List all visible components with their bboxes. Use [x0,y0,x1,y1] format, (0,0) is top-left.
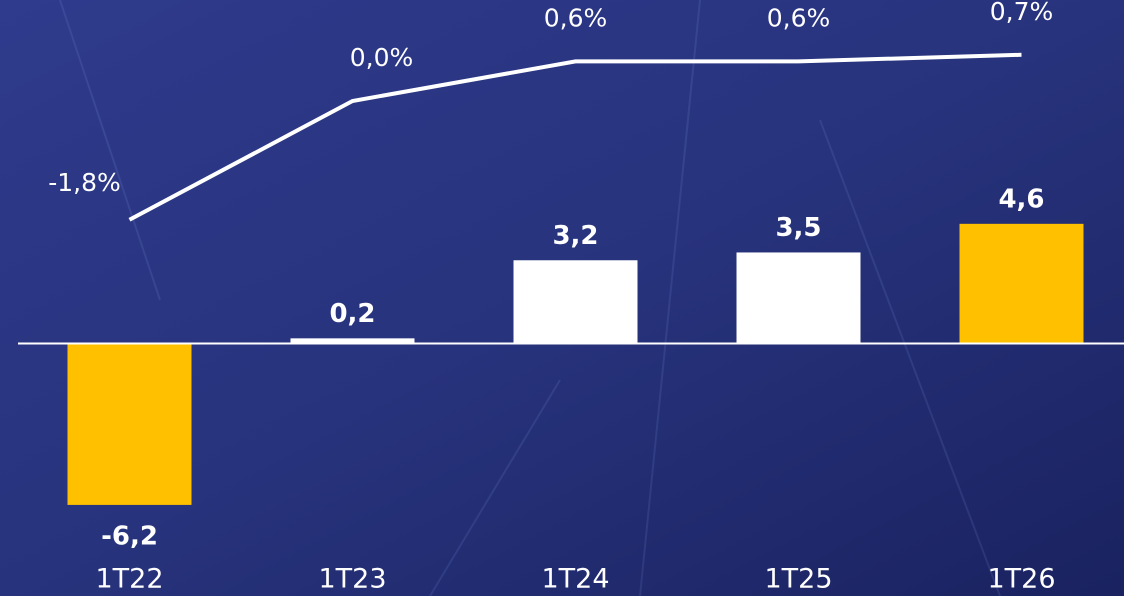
bar-value-label: 0,2 [329,299,375,329]
x-tick-label: 1T24 [541,564,609,595]
bar-value-label: 4,6 [998,184,1044,214]
chart: 1T22 1T23 1T24 1T25 1T26 -6,2 0,2 3,2 3,5 4,6 -1,8… [0,0,1124,596]
bar-value-label: 3,2 [552,221,598,251]
x-tick-label: 1T22 [95,564,163,595]
line-value-label: 0,6% [767,3,831,32]
x-tick-label: 1T23 [318,564,386,595]
bar-value-label: 3,5 [775,213,821,243]
bar [737,252,861,343]
bar [960,224,1084,344]
line-value-label: 0,7% [990,0,1054,26]
bar [68,344,192,505]
line-value-label: 0,0% [350,43,414,72]
bar-value-label: -6,2 [101,521,158,551]
x-tick-label: 1T26 [987,564,1055,595]
x-tick-label: 1T25 [764,564,832,595]
line-value-label: 0,6% [544,3,608,32]
bar [514,260,638,343]
line-value-label: -1,8% [48,168,121,197]
